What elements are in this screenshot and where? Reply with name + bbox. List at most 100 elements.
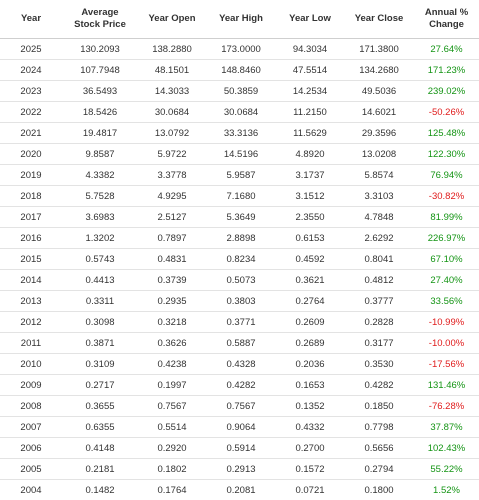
- cell-year-close: 0.2828: [344, 312, 414, 333]
- cell-annual-change: -50.26%: [414, 102, 479, 123]
- cell-year-close: 0.4812: [344, 270, 414, 291]
- cell-year-close: 0.3177: [344, 333, 414, 354]
- cell-year-open: 13.0792: [138, 123, 206, 144]
- cell-year-low: 0.2689: [276, 333, 344, 354]
- cell-year-low: 0.1653: [276, 375, 344, 396]
- column-header-year-open: Year Open: [138, 0, 206, 39]
- cell-year-open: 0.5514: [138, 417, 206, 438]
- cell-annual-change: 122.30%: [414, 144, 479, 165]
- cell-year-open: 0.3218: [138, 312, 206, 333]
- cell-average-stock-price: 107.7948: [62, 60, 138, 81]
- cell-annual-change: 33.56%: [414, 291, 479, 312]
- cell-year-low: 0.4332: [276, 417, 344, 438]
- cell-year-open: 3.3778: [138, 165, 206, 186]
- cell-year-open: 5.9722: [138, 144, 206, 165]
- cell-year-high: 33.3136: [206, 123, 276, 144]
- cell-year-high: 0.2081: [206, 480, 276, 500]
- cell-year-low: 0.2036: [276, 354, 344, 375]
- cell-average-stock-price: 130.2093: [62, 39, 138, 60]
- cell-year: 2006: [0, 438, 62, 459]
- cell-year-open: 0.3739: [138, 270, 206, 291]
- cell-year-high: 173.0000: [206, 39, 276, 60]
- column-header-year-low: Year Low: [276, 0, 344, 39]
- cell-year-low: 11.5629: [276, 123, 344, 144]
- cell-year: 2020: [0, 144, 62, 165]
- cell-average-stock-price: 19.4817: [62, 123, 138, 144]
- cell-year-low: 0.0721: [276, 480, 344, 500]
- cell-year-close: 0.2794: [344, 459, 414, 480]
- cell-year-open: 0.1802: [138, 459, 206, 480]
- cell-annual-change: -30.82%: [414, 186, 479, 207]
- cell-annual-change: 81.99%: [414, 207, 479, 228]
- cell-year-low: 0.2609: [276, 312, 344, 333]
- cell-year: 2021: [0, 123, 62, 144]
- cell-year-high: 0.3803: [206, 291, 276, 312]
- cell-year-open: 4.9295: [138, 186, 206, 207]
- column-header-year-close: Year Close: [344, 0, 414, 39]
- cell-annual-change: -17.56%: [414, 354, 479, 375]
- cell-year: 2005: [0, 459, 62, 480]
- cell-average-stock-price: 0.3311: [62, 291, 138, 312]
- cell-year: 2009: [0, 375, 62, 396]
- cell-year-close: 0.3530: [344, 354, 414, 375]
- cell-annual-change: -10.00%: [414, 333, 479, 354]
- cell-year-close: 0.8041: [344, 249, 414, 270]
- cell-year-close: 0.1850: [344, 396, 414, 417]
- cell-year-low: 3.1737: [276, 165, 344, 186]
- cell-year: 2018: [0, 186, 62, 207]
- cell-year-high: 0.5914: [206, 438, 276, 459]
- cell-year: 2023: [0, 81, 62, 102]
- cell-year-low: 0.2700: [276, 438, 344, 459]
- column-header-annual-change: Annual % Change: [414, 0, 479, 39]
- cell-year-high: 0.4328: [206, 354, 276, 375]
- cell-year: 2011: [0, 333, 62, 354]
- cell-year-close: 0.1800: [344, 480, 414, 500]
- cell-year-high: 5.9587: [206, 165, 276, 186]
- cell-annual-change: -76.28%: [414, 396, 479, 417]
- cell-annual-change: 226.97%: [414, 228, 479, 249]
- cell-average-stock-price: 36.5493: [62, 81, 138, 102]
- cell-year-close: 13.0208: [344, 144, 414, 165]
- cell-year-low: 2.3550: [276, 207, 344, 228]
- cell-year-low: 47.5514: [276, 60, 344, 81]
- cell-year-close: 49.5036: [344, 81, 414, 102]
- cell-year-low: 0.2764: [276, 291, 344, 312]
- cell-average-stock-price: 0.4413: [62, 270, 138, 291]
- cell-average-stock-price: 0.3109: [62, 354, 138, 375]
- cell-year-high: 0.5887: [206, 333, 276, 354]
- cell-year-low: 0.6153: [276, 228, 344, 249]
- cell-year-high: 0.4282: [206, 375, 276, 396]
- cell-annual-change: 125.48%: [414, 123, 479, 144]
- cell-year-high: 2.8898: [206, 228, 276, 249]
- cell-average-stock-price: 0.3655: [62, 396, 138, 417]
- cell-year-open: 0.7567: [138, 396, 206, 417]
- cell-year: 2024: [0, 60, 62, 81]
- cell-year-close: 0.7798: [344, 417, 414, 438]
- cell-year: 2008: [0, 396, 62, 417]
- cell-year-high: 14.5196: [206, 144, 276, 165]
- cell-year: 2017: [0, 207, 62, 228]
- cell-year-low: 11.2150: [276, 102, 344, 123]
- cell-average-stock-price: 0.4148: [62, 438, 138, 459]
- cell-annual-change: 239.02%: [414, 81, 479, 102]
- cell-year-open: 0.4831: [138, 249, 206, 270]
- cell-annual-change: 27.64%: [414, 39, 479, 60]
- cell-average-stock-price: 0.5743: [62, 249, 138, 270]
- cell-year-low: 14.2534: [276, 81, 344, 102]
